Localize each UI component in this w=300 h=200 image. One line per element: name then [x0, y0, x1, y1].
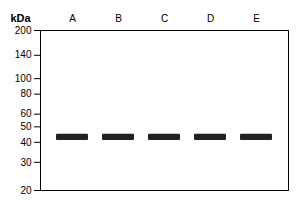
svg-text:B: B — [115, 13, 122, 24]
svg-text:200: 200 — [15, 25, 32, 36]
svg-text:60: 60 — [20, 108, 32, 119]
svg-text:140: 140 — [15, 49, 32, 60]
svg-text:50: 50 — [20, 121, 32, 132]
svg-text:E: E — [253, 13, 260, 24]
svg-text:A: A — [69, 13, 76, 24]
svg-text:kDa: kDa — [11, 12, 32, 24]
svg-text:30: 30 — [20, 157, 32, 168]
svg-text:40: 40 — [20, 137, 32, 148]
svg-text:D: D — [207, 13, 214, 24]
svg-text:100: 100 — [15, 73, 32, 84]
svg-text:C: C — [161, 13, 168, 24]
svg-text:80: 80 — [20, 88, 32, 99]
svg-text:20: 20 — [20, 185, 32, 196]
